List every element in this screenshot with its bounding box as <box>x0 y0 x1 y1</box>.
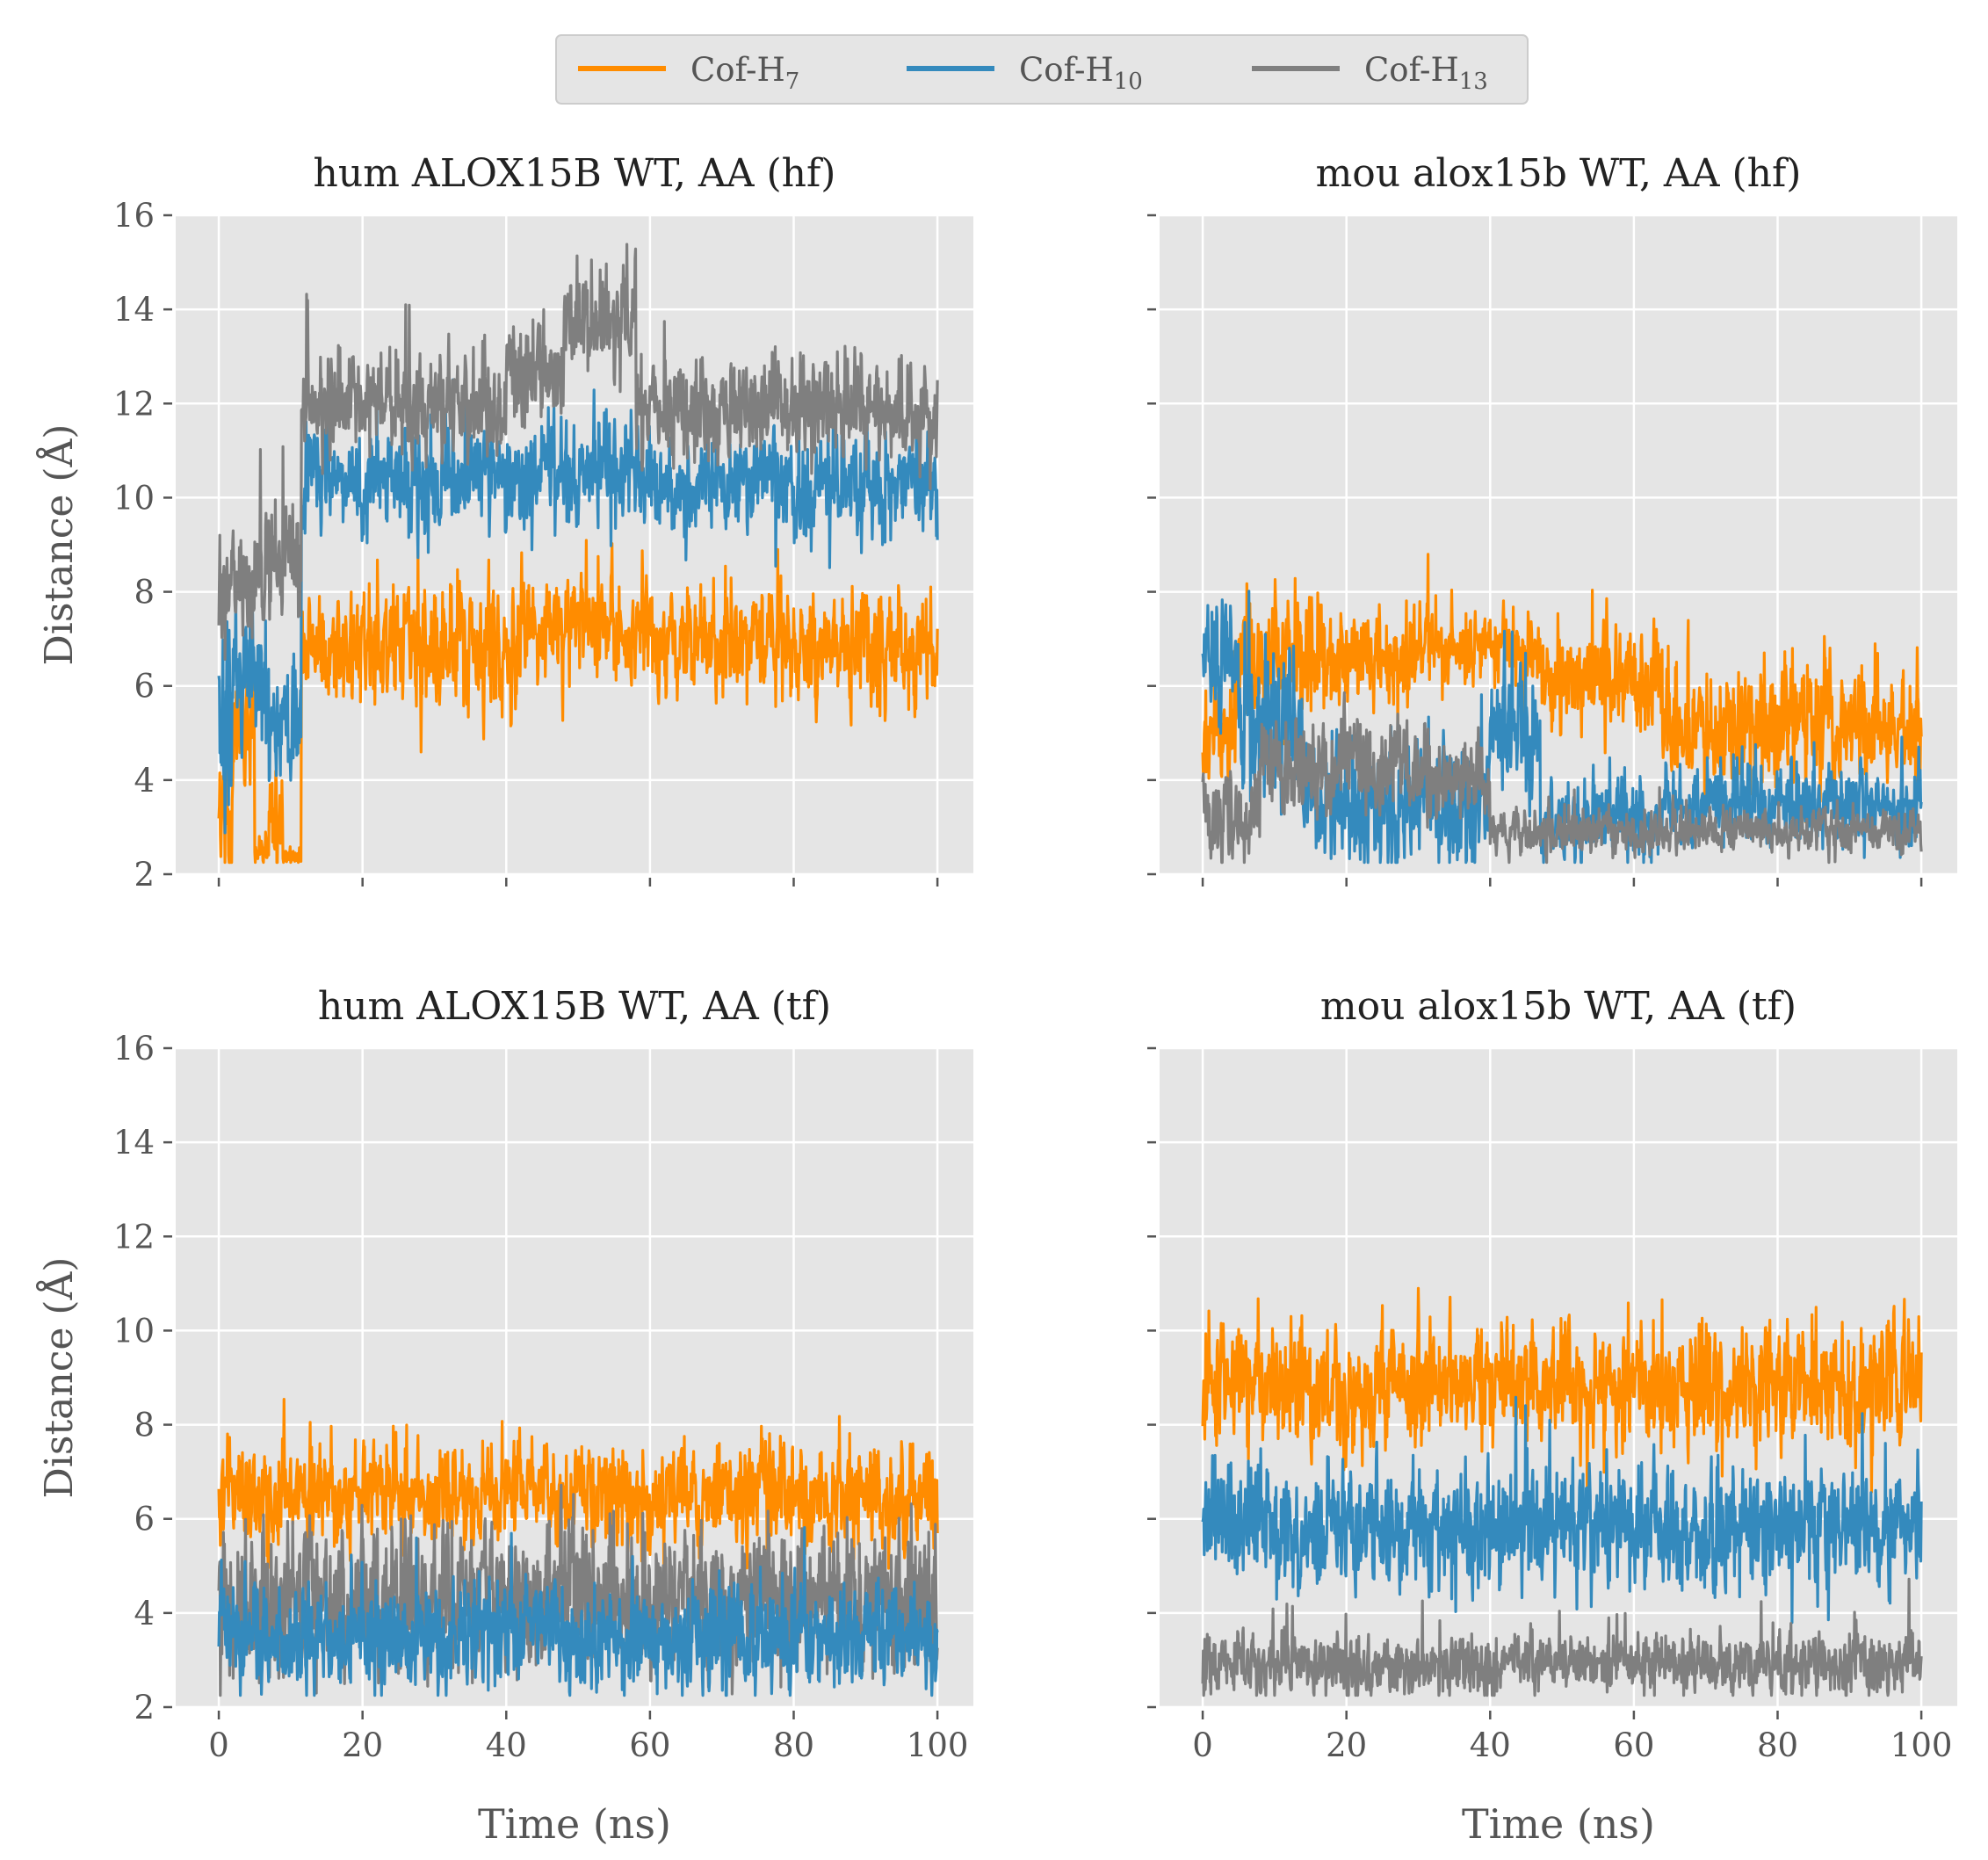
panel-title: mou alox15b WT, AA (hf) <box>1316 151 1802 196</box>
y-tick-label: 14 <box>113 291 155 329</box>
series-line-cof-h7 <box>217 1397 939 1570</box>
series-line-cof-h13 <box>1201 1577 1923 1697</box>
y-axis-label: Distance (Å) <box>35 424 82 666</box>
y-tick-label: 16 <box>113 1030 155 1068</box>
legend-label-2-sub: 13 <box>1459 69 1488 95</box>
legend-entry-2: Cof-H13 <box>1252 51 1488 95</box>
panel-title: hum ALOX15B WT, AA (tf) <box>318 984 831 1029</box>
plot-background <box>1160 215 1957 874</box>
series-line-cof-h13 <box>1201 691 1923 865</box>
panel-title: mou alox15b WT, AA (tf) <box>1320 984 1796 1029</box>
x-axis-label: Time (ns) <box>478 1800 671 1848</box>
series-line-cof-h10 <box>1201 590 1923 865</box>
x-tick-label: 0 <box>208 1726 229 1764</box>
x-tick-label: 60 <box>629 1726 670 1764</box>
series-line-cof-h7 <box>1201 1286 1923 1495</box>
legend-label-1: Cof-H10 <box>1019 51 1143 95</box>
panel-hum-tf: 2 4 6 8 10 12 14 16 0 20 40 60 80 100 hum ALOX15B WT, … <box>35 984 973 1848</box>
y-tick-label: 6 <box>134 668 155 706</box>
x-tick-label: 100 <box>907 1726 969 1764</box>
y-tick-label: 16 <box>113 197 155 235</box>
y-tick-label: 8 <box>134 574 155 612</box>
panel-title: hum ALOX15B WT, AA (hf) <box>314 151 836 196</box>
series-line-cof-h7 <box>1201 553 1923 824</box>
x-tick-label: 0 <box>1192 1726 1213 1764</box>
legend-label-2-base: Cof-H <box>1364 51 1459 89</box>
y-axis-label: Distance (Å) <box>35 1257 82 1499</box>
legend-entry-0: Cof-H7 <box>578 51 799 95</box>
legend-label-0-base: Cof-H <box>690 51 785 89</box>
y-tick-label: 14 <box>113 1124 155 1162</box>
legend: Cof-H7 Cof-H10 Cof-H13 <box>555 34 1529 105</box>
y-tick-label: 2 <box>134 856 155 894</box>
x-tick-label: 40 <box>1470 1726 1511 1764</box>
y-tick-label: 2 <box>134 1689 155 1726</box>
series-line-cof-h10 <box>1201 1395 1923 1625</box>
y-tick-label: 4 <box>134 762 155 800</box>
x-tick-label: 100 <box>1890 1726 1953 1764</box>
x-tick-label: 20 <box>1326 1726 1367 1764</box>
x-tick-label: 80 <box>1757 1726 1798 1764</box>
x-tick-label: 40 <box>486 1726 527 1764</box>
legend-label-1-base: Cof-H <box>1019 51 1114 89</box>
panel-hum-hf: 2 4 6 8 10 12 14 16 hum ALOX15B WT, AA (hf) Dista… <box>35 151 973 894</box>
series-line-cof-h10 <box>217 378 939 835</box>
y-tick-label: 8 <box>134 1407 155 1444</box>
legend-frame <box>555 34 1529 105</box>
y-tick-label: 10 <box>113 1312 155 1350</box>
legend-label-0-sub: 7 <box>785 69 800 95</box>
y-tick-label: 6 <box>134 1501 155 1538</box>
x-tick-label: 80 <box>773 1726 814 1764</box>
panel-mou-hf: mou alox15b WT, AA (hf) <box>1147 151 1957 887</box>
y-tick-label: 4 <box>134 1595 155 1632</box>
panel-mou-tf: 0 20 40 60 80 100 mou alox15b WT, AA (tf) Time … <box>1147 984 1957 1848</box>
series-line-cof-h7 <box>217 539 939 865</box>
y-tick-label: 12 <box>113 385 155 423</box>
legend-entry-1: Cof-H10 <box>907 51 1143 95</box>
series-line-cof-h13 <box>217 242 939 662</box>
x-tick-label: 60 <box>1613 1726 1654 1764</box>
x-axis-label: Time (ns) <box>1462 1800 1655 1848</box>
series-line-cof-h10 <box>217 1525 939 1697</box>
legend-label-2: Cof-H13 <box>1364 51 1488 95</box>
x-tick-label: 20 <box>342 1726 383 1764</box>
legend-label-1-sub: 10 <box>1114 69 1143 95</box>
y-tick-label: 10 <box>113 479 155 517</box>
legend-label-0: Cof-H7 <box>690 51 799 95</box>
y-tick-label: 12 <box>113 1218 155 1256</box>
